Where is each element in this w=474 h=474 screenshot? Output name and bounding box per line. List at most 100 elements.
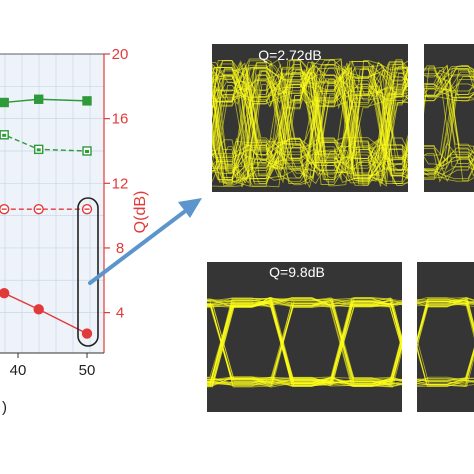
series-line xyxy=(0,291,88,335)
eye-label: Q=2.72dB xyxy=(258,47,321,63)
y-tick-label: 20 xyxy=(112,46,129,63)
eye-trace xyxy=(212,62,408,166)
eye-trace xyxy=(417,298,474,341)
x-tick-label: 40 xyxy=(10,362,27,379)
eye-trace xyxy=(417,376,474,384)
data-point xyxy=(82,96,92,106)
data-point-inner xyxy=(2,133,7,137)
eye-trace xyxy=(207,298,402,386)
y-tick-label: 8 xyxy=(116,240,124,257)
eye-trace xyxy=(212,59,408,179)
x-tick-label: 50 xyxy=(79,362,96,379)
eye-trace xyxy=(207,300,402,388)
eye-label: Q=9.8dB xyxy=(269,264,325,280)
eye-trace xyxy=(212,65,408,180)
eye-trace xyxy=(212,67,408,183)
y-tick-label: 4 xyxy=(116,305,124,322)
series-line xyxy=(0,98,88,104)
eye-trace xyxy=(424,158,474,171)
eye-diagram-poor-partial xyxy=(424,44,474,192)
eye-trace xyxy=(417,297,474,343)
eye-trace xyxy=(424,82,474,167)
eye-trace xyxy=(424,69,474,171)
chart-panel: 20 16 12 8 4 40 50 ) Q(dB) xyxy=(0,46,149,416)
data-point-inner xyxy=(36,148,41,152)
eye-trace xyxy=(417,300,474,305)
eye-trace xyxy=(207,297,402,345)
eye-traces xyxy=(417,297,474,388)
series-line xyxy=(0,134,88,152)
eye-trace xyxy=(212,61,408,183)
data-point-inner xyxy=(85,149,89,153)
eye-background xyxy=(417,262,474,412)
eye-traces xyxy=(207,296,402,388)
eye-trace xyxy=(417,346,474,384)
eye-trace xyxy=(424,66,474,114)
series-3 xyxy=(0,288,93,339)
y-tick-label: 12 xyxy=(112,175,129,192)
data-point xyxy=(34,94,44,104)
eye-trace xyxy=(424,67,474,156)
eye-trace xyxy=(212,58,408,183)
arrow-head xyxy=(178,198,202,218)
eye-trace xyxy=(424,66,474,155)
eye-trace xyxy=(417,348,474,382)
eye-trace xyxy=(207,301,402,387)
eye-trace xyxy=(212,67,408,171)
eye-trace xyxy=(212,62,408,187)
eye-trace xyxy=(424,68,474,96)
eye-traces xyxy=(212,58,408,189)
eye-diagram-good: Q=9.8dB xyxy=(207,262,402,412)
series-1 xyxy=(0,130,92,156)
eye-trace xyxy=(424,144,474,182)
eye-trace xyxy=(424,87,474,164)
eye-trace xyxy=(424,75,474,168)
right-axis-label: Q(dB) xyxy=(132,191,149,234)
eye-trace xyxy=(424,99,474,174)
eye-trace xyxy=(424,70,474,93)
eye-trace xyxy=(424,164,474,180)
data-point xyxy=(0,288,10,299)
eye-diagram-good-partial xyxy=(417,262,474,412)
series-0 xyxy=(0,94,92,108)
eye-trace xyxy=(212,66,408,185)
x-axis-label-fragment: ) xyxy=(2,399,7,416)
data-point xyxy=(0,97,9,108)
series-2 xyxy=(0,203,93,215)
eye-trace xyxy=(212,137,408,179)
eye-trace xyxy=(424,147,474,169)
eye-trace xyxy=(417,348,474,385)
series-group xyxy=(0,94,93,339)
eye-trace xyxy=(212,64,408,172)
eye-trace xyxy=(417,298,474,349)
eye-trace xyxy=(417,377,474,382)
eye-trace xyxy=(424,167,474,182)
eye-trace xyxy=(212,72,408,184)
eye-traces xyxy=(424,64,474,183)
eye-trace xyxy=(424,78,474,101)
highlight-capsule xyxy=(77,197,99,347)
eye-trace xyxy=(212,60,408,184)
eye-trace xyxy=(417,297,474,307)
eye-trace xyxy=(417,378,474,382)
eye-trace xyxy=(417,344,474,387)
data-point xyxy=(81,328,93,339)
data-point xyxy=(33,304,44,315)
x-axis-ticks: 40 50 xyxy=(10,353,96,379)
eye-trace xyxy=(417,337,474,387)
eye-trace xyxy=(417,297,474,342)
eye-trace xyxy=(417,302,474,342)
eye-trace xyxy=(212,59,408,175)
eye-trace xyxy=(212,59,408,184)
arrow-shaft xyxy=(88,210,186,285)
eye-trace xyxy=(424,73,474,99)
eye-trace xyxy=(424,69,474,97)
eye-trace xyxy=(424,69,474,85)
eye-trace xyxy=(212,73,408,177)
eye-trace xyxy=(417,297,474,342)
eye-trace xyxy=(424,75,474,97)
right-axis-ticks: 20 16 12 8 4 xyxy=(104,46,128,322)
eye-trace xyxy=(417,300,474,333)
eye-diagram-poor: Q=2.72dB xyxy=(212,44,408,192)
